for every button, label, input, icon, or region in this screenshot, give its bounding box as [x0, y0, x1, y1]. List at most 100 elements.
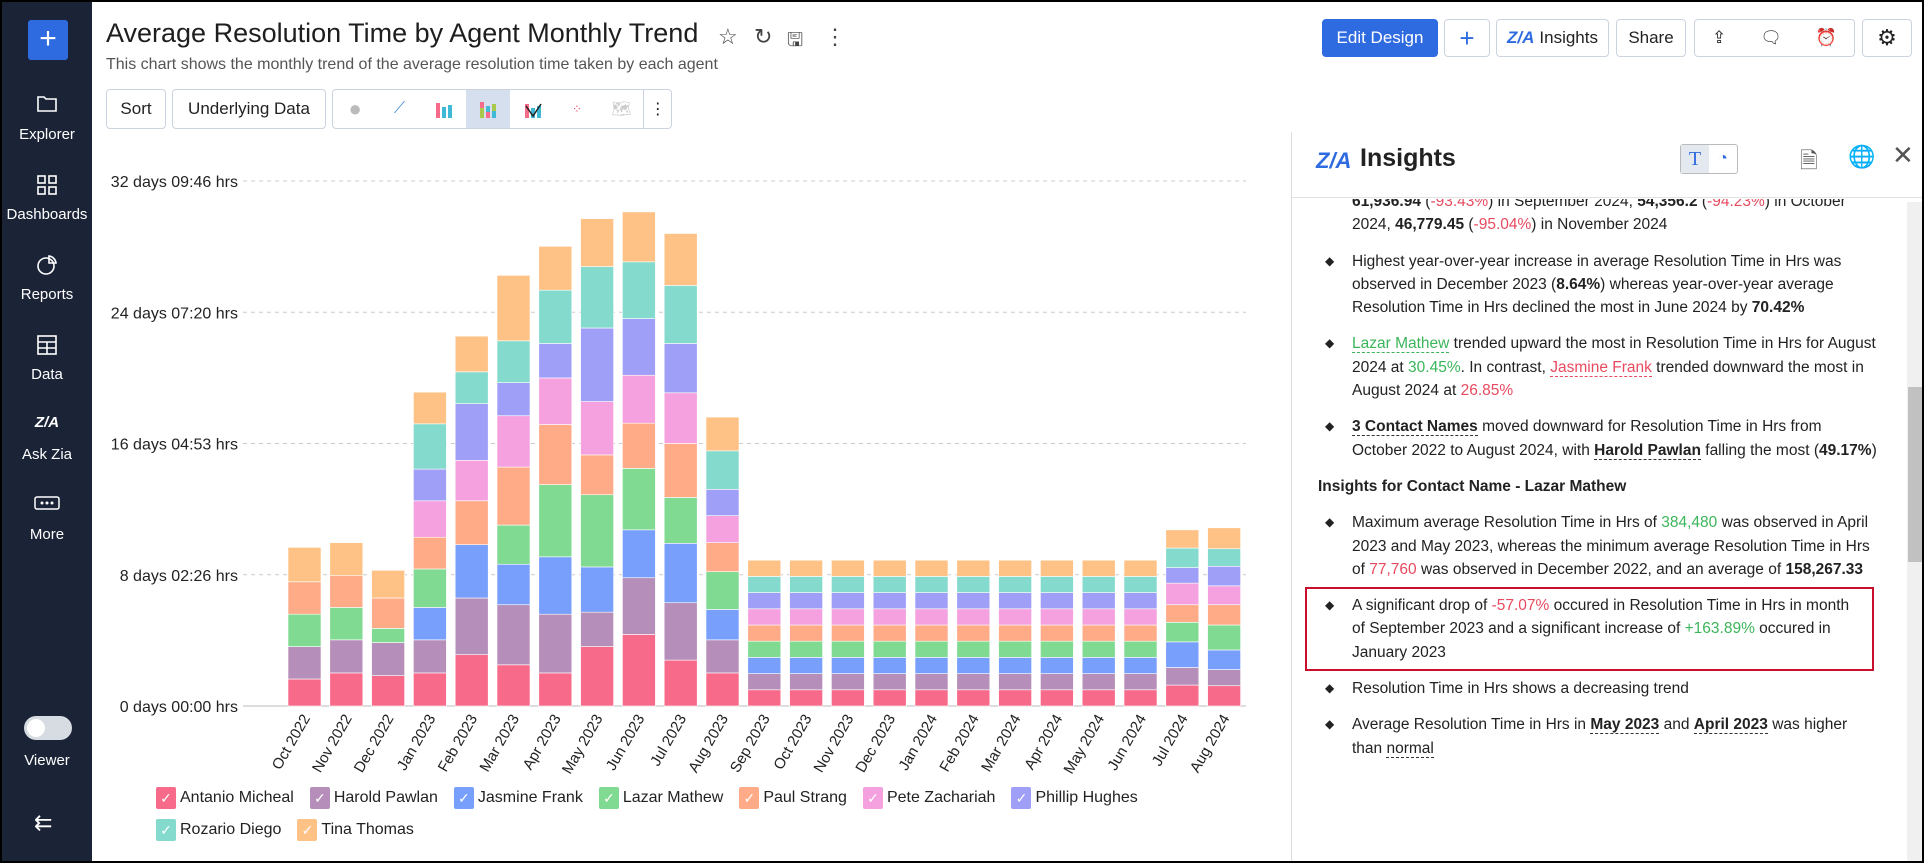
bar-segment[interactable]	[831, 673, 865, 691]
bar-segment[interactable]	[622, 422, 656, 469]
bar-segment[interactable]	[454, 403, 489, 461]
legend-checkbox[interactable]: ✓	[156, 819, 176, 841]
bar-segment[interactable]	[496, 415, 531, 468]
bar-segment[interactable]	[789, 559, 823, 577]
bar-segment[interactable]	[1123, 608, 1158, 626]
bar-segment[interactable]	[1081, 673, 1116, 691]
bar-segment[interactable]	[914, 624, 949, 642]
legend-checkbox[interactable]: ✓	[598, 787, 619, 809]
bar-segment[interactable]	[747, 640, 782, 658]
sort-button[interactable]: Sort	[106, 89, 166, 129]
bar-segment[interactable]	[789, 592, 823, 610]
bar-segment[interactable]	[1040, 576, 1074, 593]
bar-segment[interactable]	[1040, 673, 1074, 691]
bar-segment[interactable]	[705, 489, 740, 516]
more-chart-options-icon[interactable]: ⋮	[643, 90, 671, 128]
more-vertical-icon[interactable]: ⋮	[824, 24, 846, 49]
bar-segment[interactable]	[914, 657, 949, 674]
alarm-icon[interactable]: ⏰	[1815, 28, 1837, 47]
bar-segment[interactable]	[622, 211, 656, 263]
bar-segment[interactable]	[538, 672, 573, 707]
bar-segment[interactable]	[1123, 559, 1158, 577]
bar-segment[interactable]	[663, 602, 698, 661]
bar-segment[interactable]	[454, 500, 489, 545]
bar-segment[interactable]	[413, 500, 447, 538]
bar-segment[interactable]	[496, 340, 531, 383]
bar-segment[interactable]	[663, 392, 698, 444]
legend-item[interactable]: ✓ Tina Thomas	[297, 818, 414, 842]
new-button[interactable]: +	[28, 20, 68, 60]
legend-checkbox[interactable]: ✓	[453, 787, 474, 809]
bar-segment[interactable]	[1123, 592, 1158, 610]
bar-segment[interactable]	[663, 285, 698, 344]
bar-segment[interactable]	[1123, 689, 1158, 707]
bar-segment[interactable]	[663, 543, 698, 604]
bar-segment[interactable]	[538, 424, 573, 485]
combination-chart-icon[interactable]	[510, 90, 554, 128]
bar-segment[interactable]	[413, 639, 447, 674]
bar-segment[interactable]	[956, 592, 991, 610]
bar-segment[interactable]	[1207, 527, 1241, 550]
bar-segment[interactable]	[1081, 592, 1116, 610]
bar-segment[interactable]	[956, 608, 991, 626]
legend-item[interactable]: ✓ Lazar Mathew	[598, 786, 723, 810]
bar-segment[interactable]	[1123, 576, 1158, 593]
bar-segment[interactable]	[496, 275, 531, 342]
bar-segment[interactable]	[789, 608, 823, 626]
bar-segment[interactable]	[705, 515, 740, 543]
bar-segment[interactable]	[914, 559, 949, 577]
bar-segment[interactable]	[956, 673, 991, 691]
bar-segment[interactable]	[831, 559, 865, 577]
bar-segment[interactable]	[956, 624, 991, 642]
bar-segment[interactable]	[1081, 576, 1116, 593]
legend-item[interactable]: ✓ Harold Pawlan	[309, 786, 438, 810]
bar-segment[interactable]	[747, 608, 782, 626]
bar-segment[interactable]	[538, 289, 573, 344]
bar-segment[interactable]	[622, 261, 656, 319]
bar-segment[interactable]	[1165, 667, 1200, 686]
bar-segment[interactable]	[622, 634, 656, 707]
bar-segment[interactable]	[371, 570, 405, 599]
bar-segment[interactable]	[538, 484, 573, 558]
bar-segment[interactable]	[580, 494, 614, 568]
bar-segment[interactable]	[705, 571, 740, 610]
share-button[interactable]: Share	[1616, 19, 1686, 57]
save-icon[interactable]: 🖫	[787, 30, 804, 51]
sidebar-item-data[interactable]: Data	[2, 334, 92, 383]
bar-segment[interactable]	[747, 624, 782, 642]
bar-segment[interactable]	[329, 607, 364, 641]
bar-segment[interactable]	[831, 657, 865, 674]
bar-segment[interactable]	[872, 624, 907, 642]
bar-segment[interactable]	[663, 443, 698, 498]
bar-segment[interactable]	[580, 401, 614, 456]
comment-icon[interactable]: 🗨	[1760, 28, 1782, 47]
underlying-data-button[interactable]: Underlying Data	[172, 89, 326, 129]
bar-segment[interactable]	[329, 542, 364, 577]
bar-segment[interactable]	[789, 624, 823, 642]
bar-segment[interactable]	[580, 266, 614, 329]
bar-segment[interactable]	[1040, 559, 1074, 577]
bar-segment[interactable]	[872, 608, 907, 626]
bar-segment[interactable]	[789, 576, 823, 593]
bar-segment[interactable]	[496, 664, 531, 707]
legend-item[interactable]: ✓ Jasmine Frank	[453, 786, 583, 810]
bar-segment[interactable]	[454, 654, 489, 707]
bar-segment[interactable]	[914, 673, 949, 691]
bar-segment[interactable]	[580, 611, 614, 647]
bar-segment[interactable]	[831, 592, 865, 610]
bar-segment[interactable]	[538, 343, 573, 379]
sidebar-item-ask-zia[interactable]: Z/A Ask Zia	[2, 414, 92, 463]
bar-segment[interactable]	[1081, 640, 1116, 658]
document-icon[interactable]: 🗎	[1800, 148, 1818, 173]
bar-segment[interactable]	[413, 391, 447, 425]
legend-item[interactable]: ✓ Pete Zachariah	[862, 786, 995, 810]
bar-segment[interactable]	[1165, 604, 1200, 623]
bar-segment[interactable]	[1165, 547, 1200, 568]
bar-segment[interactable]	[1081, 657, 1116, 674]
bar-segment[interactable]	[454, 597, 489, 655]
map-chart-icon[interactable]: 🗺	[611, 101, 632, 118]
bar-segment[interactable]	[496, 563, 531, 606]
bar-segment[interactable]	[1207, 585, 1241, 606]
bar-segment[interactable]	[287, 678, 322, 707]
bar-segment[interactable]	[872, 657, 907, 674]
